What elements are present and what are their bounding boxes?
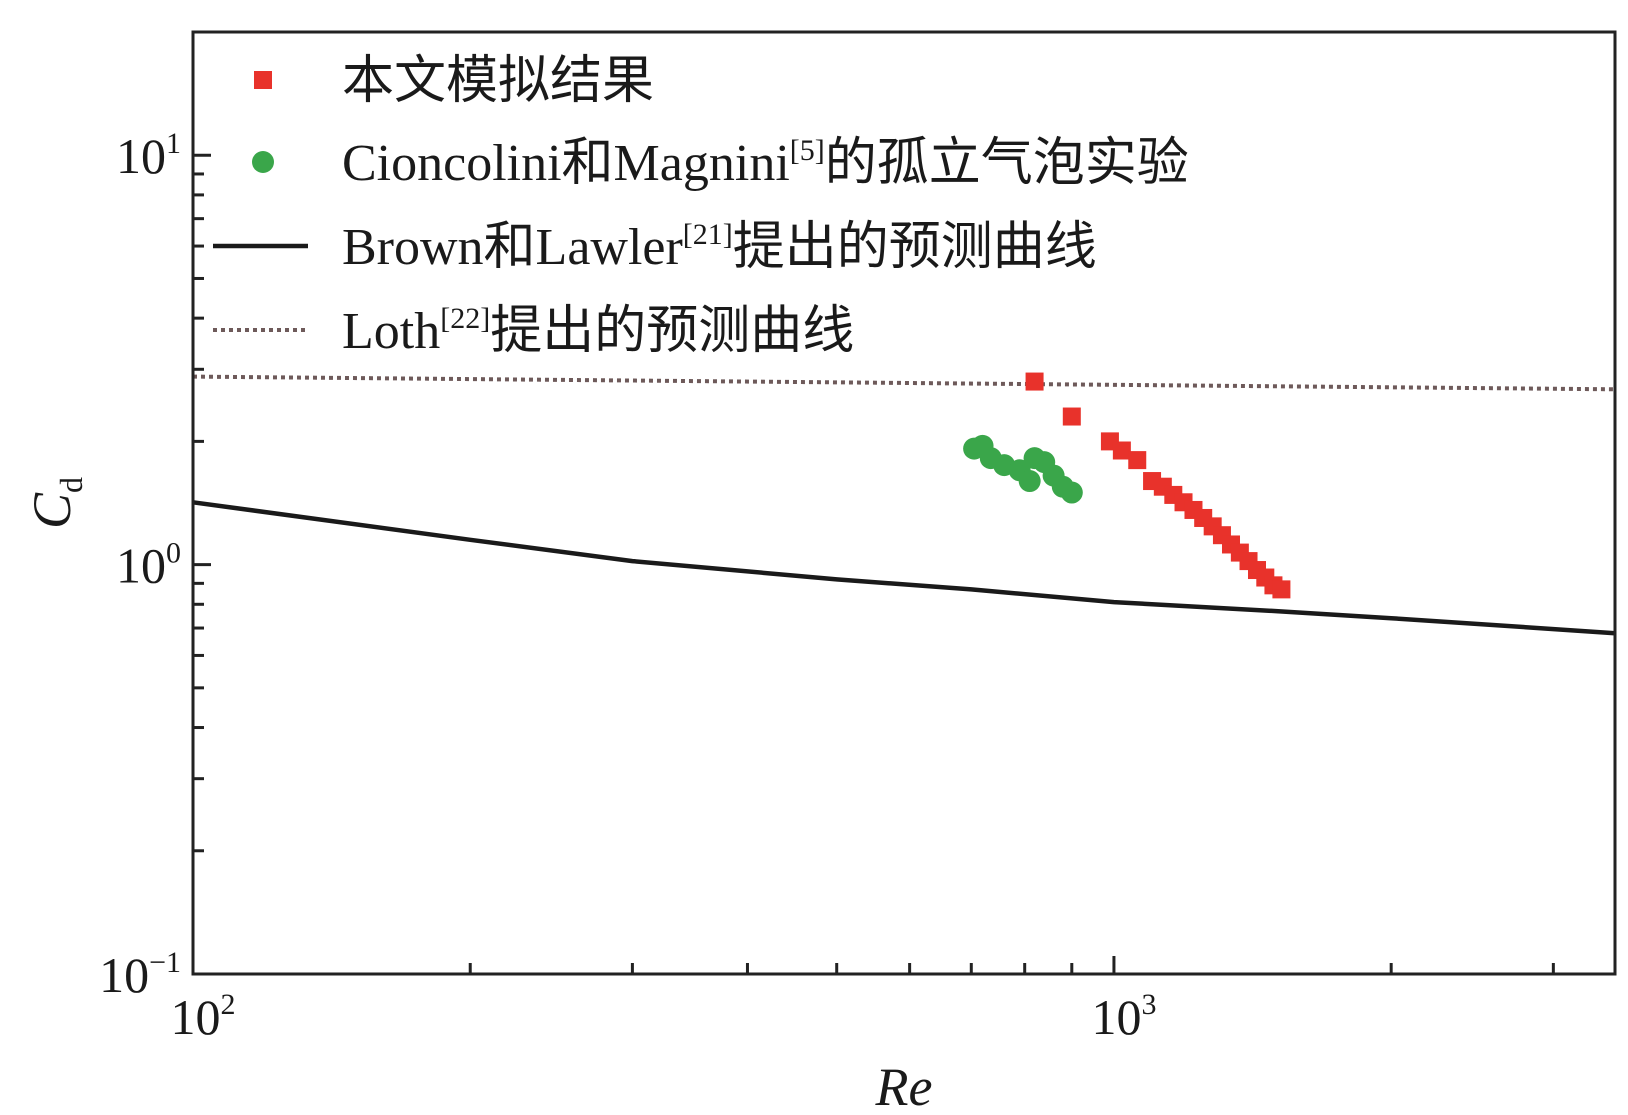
tick-exponent: −1	[149, 946, 181, 979]
tick-exponent: 0	[166, 537, 181, 570]
data-point-square-4	[1128, 451, 1147, 470]
tick-exponent: 1	[166, 127, 181, 160]
x-axis-title: Re	[875, 1057, 933, 1115]
legend-label-rest: 提出的预测曲线	[733, 219, 1097, 276]
y-tick-label: 100	[116, 537, 181, 594]
legend-marker-square	[254, 71, 272, 89]
plot-area	[192, 372, 1616, 636]
legend-label-rest: 的孤立气泡实验	[825, 135, 1189, 192]
y-axis-title-main: C	[22, 492, 82, 529]
legend-label-main: 本文模拟结果	[342, 53, 654, 110]
legend-label-ref: [5]	[790, 134, 825, 167]
data-point-square-19	[1272, 580, 1291, 599]
y-tick-label: 101	[116, 127, 181, 184]
axis-titles: Re Cd	[22, 477, 932, 1115]
legend: 本文模拟结果 Cioncolini和Magnini[5]的孤立气泡实验 Brown和…	[213, 53, 1189, 360]
legend-label: 本文模拟结果	[342, 53, 654, 110]
legend-label-main: Brown和Lawler	[342, 219, 683, 276]
series-line-3	[192, 374, 1616, 392]
data-point-circle-5	[1018, 470, 1041, 493]
tick-base: 10	[99, 947, 149, 1003]
x-tick-label: 102	[171, 988, 236, 1045]
legend-label-ref: [22]	[440, 302, 490, 335]
data-point-square-1	[1062, 407, 1081, 426]
x-tick-label: 103	[1091, 988, 1156, 1045]
tick-exponent: 2	[221, 988, 236, 1021]
data-point-square-0	[1025, 372, 1044, 391]
y-tick-label: 10−1	[99, 946, 181, 1003]
legend-label-main: Loth	[342, 303, 440, 360]
tick-base: 10	[1091, 989, 1141, 1045]
series-line-2	[192, 500, 1616, 636]
legend-label-rest: 提出的预测曲线	[490, 303, 854, 360]
legend-label-ref: [21]	[683, 218, 733, 251]
plot-frame	[191, 30, 1617, 976]
legend-label: Brown和Lawler[21]提出的预测曲线	[342, 218, 1097, 276]
tick-exponent: 3	[1141, 988, 1156, 1021]
tick-base: 10	[116, 128, 166, 184]
legend-marker-circle	[252, 151, 274, 173]
legend-label: Loth[22]提出的预测曲线	[342, 302, 854, 360]
y-axis-title: Cd	[22, 477, 89, 529]
legend-label: Cioncolini和Magnini[5]的孤立气泡实验	[342, 134, 1189, 192]
data-point-circle-10	[1060, 481, 1083, 504]
tick-base: 10	[171, 989, 221, 1045]
y-axis-title-sub: d	[53, 477, 89, 493]
tick-base: 10	[116, 538, 166, 594]
legend-label-main: Cioncolini和Magnini	[342, 135, 790, 192]
data-point-square-3	[1112, 441, 1131, 460]
